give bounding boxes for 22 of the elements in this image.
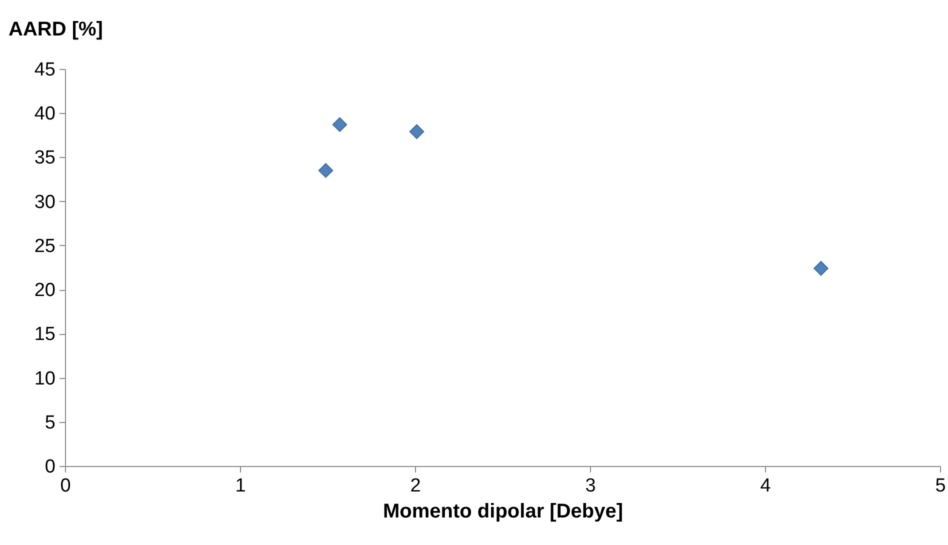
x-tick-label: 1 <box>235 476 246 496</box>
point <box>318 163 334 178</box>
x-tick-label: 5 <box>935 476 946 496</box>
y-axis-title: AARD [%] <box>8 18 103 40</box>
x-tick-label: 4 <box>760 476 772 496</box>
y-tick-label: 35 <box>34 148 56 169</box>
x-tick-label: 3 <box>585 476 596 496</box>
x-tick-label: 0 <box>60 476 71 496</box>
point <box>814 260 828 276</box>
y-tick-label: 30 <box>34 192 56 213</box>
y-tick-label: 25 <box>34 236 56 257</box>
y-tick-label: 45 <box>34 60 56 80</box>
y-tick-label: 0 <box>44 456 56 478</box>
y-tick-label: 20 <box>34 280 56 302</box>
y-tick-label: 5 <box>44 412 56 434</box>
y-tick-label: 10 <box>34 368 56 390</box>
y-tick-label: 40 <box>34 104 56 125</box>
y-tick-label: 15 <box>34 324 56 346</box>
x-tick-label: 2 <box>410 476 421 496</box>
x-axis-title: Momento dipolar [Debye] <box>382 500 624 522</box>
point <box>409 124 424 140</box>
point <box>332 117 348 132</box>
